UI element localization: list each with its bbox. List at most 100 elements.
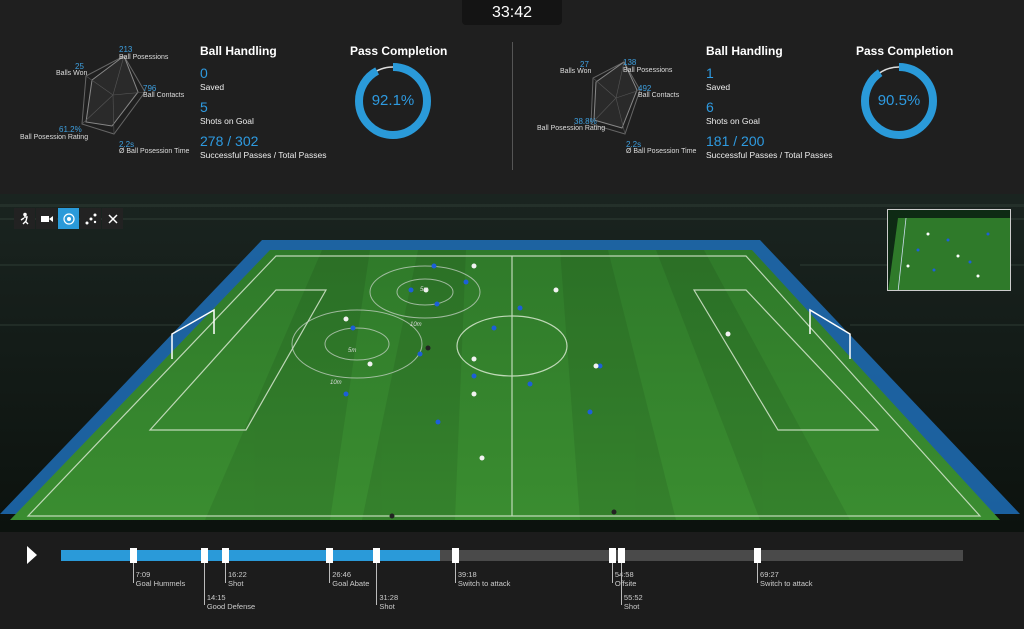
radar-chart: 213 Ball Posessions 25 Balls Won 796 Bal… — [0, 0, 200, 194]
timeline-event-line — [376, 563, 378, 605]
ball-handling-title: Ball Handling — [706, 44, 783, 58]
timeline-event-marker[interactable] — [222, 548, 230, 563]
formation-icon[interactable] — [80, 208, 101, 229]
timeline-event-line — [203, 563, 205, 605]
ball-contacts-value: 492 — [638, 84, 652, 93]
event-name: Shot — [228, 579, 244, 588]
event-time: 69:27 — [760, 570, 779, 579]
saved-value: 1 — [706, 65, 714, 81]
possession-rating-label: Ball Posession Rating — [20, 134, 89, 141]
pass-completion-block: Pass Completion 92.1% — [350, 44, 448, 139]
zone-label: 10m — [410, 322, 422, 328]
event-time: 14:15 — [206, 593, 226, 602]
radar-chart: 138 Ball Posessions 27 Balls Won 492 Bal… — [506, 0, 706, 194]
balls-won-value: 25 — [75, 62, 84, 71]
ball-contacts-label: Ball Contacts — [143, 92, 185, 99]
event-name: Switch to attack — [457, 579, 511, 588]
close-icon[interactable] — [102, 208, 123, 229]
pass-completion-title: Pass Completion — [350, 44, 448, 58]
event-name: Goal Hummels — [135, 579, 186, 588]
timeline-event-label[interactable]: 69:27 Switch to attack — [760, 570, 813, 588]
pass-completion-value: 90.5% — [877, 92, 921, 109]
team-divider — [512, 42, 513, 170]
timeline-event-marker[interactable] — [326, 548, 334, 563]
event-time: 26:46 — [332, 570, 352, 579]
camera-icon[interactable] — [36, 208, 57, 229]
ball-possessions-value: 213 — [119, 45, 133, 54]
timeline-event-line — [454, 563, 456, 583]
video-toolbar — [14, 208, 123, 229]
timeline-event-line — [329, 563, 331, 583]
match-clock: 33:42 — [462, 0, 562, 25]
event-time: 16:22 — [228, 570, 247, 579]
timeline-event-marker[interactable] — [617, 548, 625, 563]
zone-label: 10m — [330, 380, 342, 386]
shots-label: Shots on Goal — [706, 116, 760, 126]
passes-value: 181 / 200 — [706, 133, 765, 149]
event-time: 7:09 — [135, 570, 151, 579]
stats-panel: 33:42 213 Ball Posessions 25 Balls Won 7… — [0, 0, 1024, 194]
player-icon[interactable] — [14, 208, 35, 229]
possession-rating-label: Ball Posession Rating — [537, 125, 606, 132]
team-stats-away: 138 Ball Posessions 27 Balls Won 492 Bal… — [506, 0, 1018, 194]
ball-possessions-label: Ball Posessions — [119, 54, 169, 61]
timeline-event-label[interactable]: 31:28 Shot — [379, 593, 398, 611]
play-button[interactable] — [26, 545, 38, 570]
possession-time-value: 2.2s — [626, 140, 642, 149]
event-time: 31:28 — [379, 593, 399, 602]
pass-completion-title: Pass Completion — [856, 44, 954, 58]
ball-contacts-value: 796 — [143, 84, 157, 93]
event-name: Shot — [379, 602, 395, 611]
timeline-event-marker[interactable] — [373, 548, 381, 563]
timeline-event-marker[interactable] — [451, 548, 459, 563]
timeline-event-marker[interactable] — [200, 548, 208, 563]
timeline-event-label[interactable]: 26:46 Goal Abate — [332, 570, 369, 588]
shots-label: Shots on Goal — [200, 116, 254, 126]
pass-completion-ring — [355, 63, 431, 139]
timeline-event-label[interactable]: 14:15 Good Defense — [207, 593, 255, 611]
passes-value: 278 / 302 — [200, 133, 259, 149]
timeline-event-label[interactable]: 54:58 Offsite — [615, 570, 637, 588]
ball-handling-block: Ball Handling 0 Saved 5 Shots on Goal 27… — [200, 44, 350, 160]
zone-label: 5m — [420, 287, 429, 293]
video-preview-thumbnail[interactable] — [887, 209, 1011, 291]
pass-completion-block: Pass Completion 90.5% — [856, 44, 954, 139]
event-time: 55:52 — [623, 593, 643, 602]
saved-label: Saved — [200, 82, 225, 92]
timeline-track[interactable] — [61, 550, 963, 561]
timeline-event-label[interactable]: 16:22 Shot — [228, 570, 247, 588]
team-stats-home: 213 Ball Posessions 25 Balls Won 796 Bal… — [0, 0, 512, 194]
timeline-event-marker[interactable] — [608, 548, 616, 563]
timeline-progress — [61, 550, 440, 561]
match-video[interactable]: 5m 10m 5m 10m — [0, 194, 1024, 532]
possession-time-label: Ø Ball Posession Time — [626, 148, 697, 155]
possession-time-value: 2.2s — [119, 140, 135, 149]
balls-won-value: 27 — [580, 60, 589, 69]
timeline-event-line — [132, 563, 134, 583]
event-name: Offsite — [614, 579, 637, 588]
passes-label: Successful Passes / Total Passes — [200, 150, 327, 160]
timeline-event-line — [225, 563, 227, 583]
timeline-event-label[interactable]: 55:52 Shot — [624, 593, 643, 611]
balls-won-label: Balls Won — [56, 70, 88, 77]
ball-contacts-label: Ball Contacts — [638, 92, 680, 99]
target-icon[interactable] — [58, 208, 79, 229]
timeline-event-marker[interactable] — [754, 548, 762, 563]
ball-possessions-value: 138 — [623, 58, 637, 67]
timeline-event-label[interactable]: 7:09 Goal Hummels — [136, 570, 186, 588]
timeline-event-label[interactable]: 39:18 Switch to attack — [458, 570, 511, 588]
event-name: Shot — [623, 602, 640, 611]
event-name: Good Defense — [206, 602, 256, 611]
possession-rating-value: 38.8% — [574, 117, 597, 126]
event-time: 54:58 — [614, 570, 634, 579]
timeline-event-line — [757, 563, 759, 583]
ball-handling-block: Ball Handling 1 Saved 6 Shots on Goal 18… — [706, 44, 856, 160]
event-name: Goal Abate — [332, 579, 370, 588]
possession-rating-value: 61.2% — [59, 125, 82, 134]
balls-won-label: Balls Won — [560, 68, 592, 75]
timeline-event-marker[interactable] — [129, 548, 137, 563]
event-name: Switch to attack — [760, 579, 813, 588]
pass-completion-ring — [861, 63, 937, 139]
saved-label: Saved — [706, 82, 731, 92]
timeline-event-line — [620, 563, 622, 605]
